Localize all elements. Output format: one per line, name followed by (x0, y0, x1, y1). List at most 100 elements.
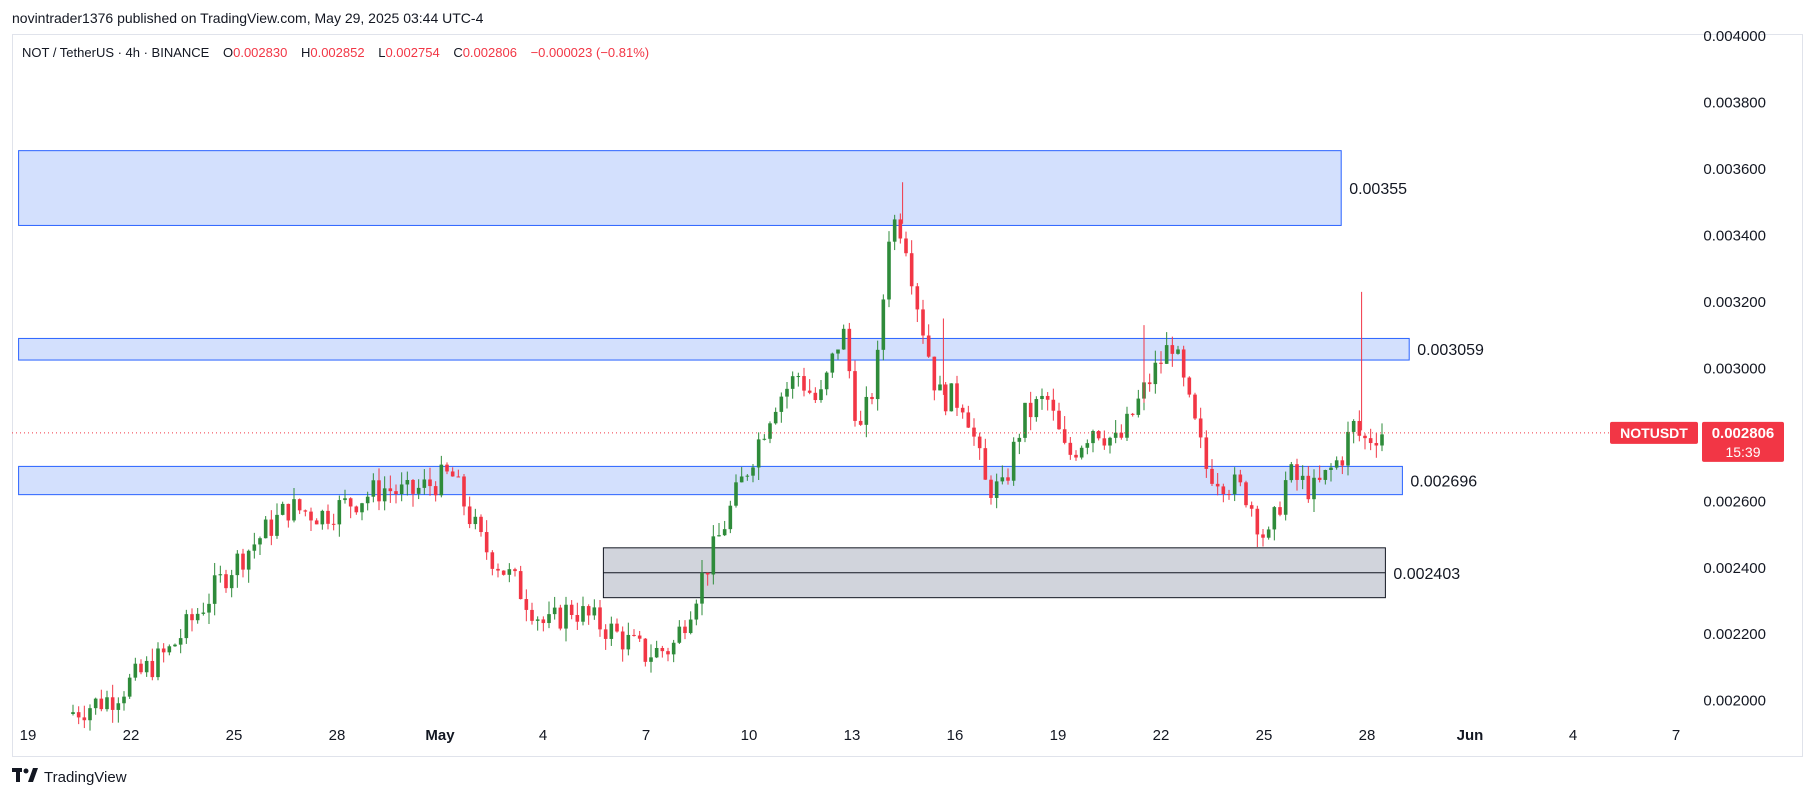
candle-body (331, 523, 336, 525)
candle-body (411, 479, 415, 494)
candle-body (700, 572, 704, 604)
candle-body (1323, 470, 1328, 480)
candle-body (348, 498, 353, 507)
candle-body (496, 568, 500, 571)
candle-body (1300, 475, 1305, 480)
candle-body (518, 571, 523, 600)
tradingview-footer[interactable]: TradingView (12, 768, 127, 787)
candle-body (887, 241, 891, 300)
candle-body (938, 384, 942, 391)
candle-body (1062, 429, 1067, 443)
candle-body (615, 623, 619, 632)
candle-body (71, 712, 75, 714)
candle-body (654, 647, 659, 658)
candle-body (1136, 398, 1141, 415)
candle-body (1164, 345, 1169, 364)
candle-body (558, 607, 563, 629)
symbol-price-tag-text: NOTUSDT (1620, 425, 1688, 441)
candle-body (847, 328, 852, 372)
candle-body (1153, 362, 1158, 385)
candle-body (575, 614, 580, 622)
candle-body (224, 574, 228, 589)
candle-body (773, 411, 778, 424)
candle-body (1085, 443, 1090, 448)
candle-body (456, 476, 461, 478)
candle-body (139, 663, 143, 673)
candle-body (280, 503, 285, 515)
candle-body (796, 376, 801, 378)
candle-body (1289, 464, 1294, 481)
candle-body (603, 629, 608, 639)
candle-body (269, 519, 274, 536)
candle-body (530, 609, 534, 621)
candle-body (1193, 394, 1197, 419)
candle-body (671, 642, 676, 655)
candle-body (677, 626, 682, 643)
candle-body (819, 389, 823, 401)
candle-body (326, 510, 330, 524)
candle-body (1000, 477, 1005, 482)
x-tick-label: 10 (741, 727, 758, 744)
candle-body (286, 503, 291, 521)
candle-body (88, 708, 92, 721)
candle-body (173, 644, 177, 647)
candle-body (144, 660, 149, 673)
candle-body (484, 532, 489, 553)
candle-body (297, 499, 302, 511)
candle-body (428, 479, 432, 487)
candle-body (133, 663, 138, 678)
candle-body (184, 614, 189, 639)
candle-body (337, 500, 342, 525)
candle-body (632, 634, 636, 636)
candle-body (433, 486, 438, 496)
candle-body (751, 467, 755, 476)
candle-body (343, 498, 347, 501)
candle-body (739, 476, 744, 483)
candle-body (127, 677, 132, 697)
candle-body (779, 396, 784, 412)
current-price-tag (1702, 421, 1784, 462)
candle-body (666, 651, 670, 655)
high-label: H (300, 45, 311, 60)
candle-body (637, 635, 642, 639)
candle-body (711, 536, 716, 575)
candle-body (501, 570, 506, 575)
candle-body (246, 550, 251, 570)
candle-body (524, 599, 529, 610)
candle-body (683, 626, 687, 634)
candle-body (785, 388, 789, 397)
candle-body (467, 506, 472, 525)
tradingview-brand: TradingView (44, 769, 127, 786)
candle-body (195, 613, 200, 621)
open-value: 0.002830 (233, 45, 288, 60)
candle-body (955, 383, 959, 408)
y-tick-label: 0.003800 (1703, 94, 1766, 111)
candle-body (1272, 507, 1277, 530)
symbol-price-tag (1610, 421, 1698, 444)
candle-body (490, 552, 495, 569)
zone-3 (18, 465, 1403, 496)
x-tick-label: May (425, 727, 455, 744)
symbol-title[interactable]: NOT / TetherUS · 4h · BINANCE (22, 45, 210, 60)
candle-body (722, 529, 727, 536)
candle-body (586, 606, 591, 616)
candle-body (660, 647, 665, 652)
y-tick-label: 0.003000 (1703, 360, 1766, 377)
candle-body (1198, 418, 1203, 438)
candle-body (966, 412, 971, 428)
candle-body (1102, 438, 1107, 446)
candle-body (161, 648, 166, 653)
candle-body (1068, 442, 1073, 455)
candle-body (1340, 460, 1345, 466)
candle-body (564, 604, 568, 629)
candle-body (439, 464, 444, 496)
x-tick-label: 28 (329, 727, 346, 744)
candle-body (1096, 431, 1101, 439)
candle-body (1204, 437, 1209, 469)
current-price-value: 0.002806 (1712, 425, 1775, 442)
y-tick-label: 0.002400 (1703, 560, 1766, 577)
candle-body (394, 491, 398, 495)
candle-body (1249, 505, 1254, 509)
candle-body (705, 572, 710, 575)
